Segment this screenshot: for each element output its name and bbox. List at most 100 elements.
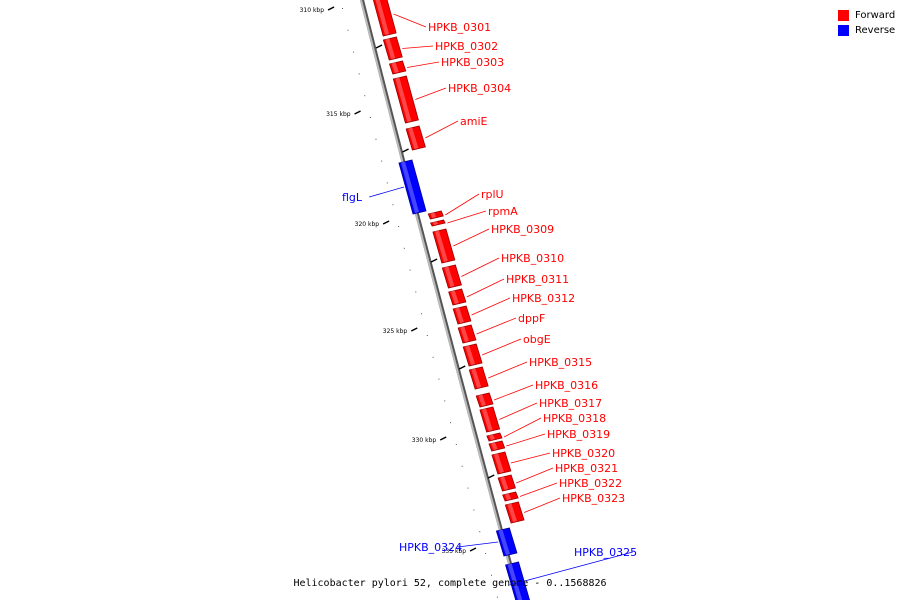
gene-obgE[interactable] [462, 343, 483, 367]
gene-label[interactable]: HPKB_0321 [555, 462, 618, 475]
minor-tick [491, 574, 493, 576]
gene-label[interactable]: HPKB_0317 [539, 397, 602, 410]
gene-label[interactable]: dppF [518, 312, 545, 325]
reverse-swatch [838, 25, 849, 36]
minor-tick [496, 596, 498, 598]
gene-leader-line [402, 45, 434, 49]
gene-leader-line [506, 433, 546, 447]
gene-label[interactable]: HPKB_0301 [428, 21, 491, 34]
gene-body[interactable] [486, 432, 503, 442]
gene-HPKB_0317[interactable] [479, 406, 501, 433]
gene-leader-line [457, 541, 499, 548]
gene-label[interactable]: HPKB_0320 [552, 447, 615, 460]
gene-HPKB_0322[interactable] [502, 491, 519, 502]
gene-highlight [375, 0, 390, 35]
minor-tick [398, 226, 400, 227]
gene-HPKB_0312[interactable] [452, 305, 472, 325]
gene-leader-line [509, 551, 633, 586]
gene-leader-line [510, 452, 551, 464]
gene-label[interactable]: HPKB_0310 [501, 252, 564, 265]
gene-label[interactable]: HPKB_0325 [574, 546, 637, 559]
gene-label[interactable]: obgE [523, 333, 551, 346]
gene-highlight [460, 326, 469, 342]
gene-label[interactable]: HPKB_0318 [543, 412, 606, 425]
major-tick [327, 6, 335, 11]
gene-body[interactable] [429, 219, 446, 227]
gene-label[interactable]: HPKB_0319 [547, 428, 610, 441]
gene-leader-line [519, 482, 558, 497]
gene-flgL[interactable] [398, 159, 427, 215]
gene-highlight [507, 563, 523, 600]
tick-label: 330 kbp [412, 437, 437, 444]
gene-highlight [430, 212, 437, 218]
tick-label: 315 kbp [326, 111, 351, 118]
gene-label[interactable]: HPKB_0312 [512, 292, 575, 305]
gene-body[interactable] [427, 210, 444, 220]
gene-leader-line [466, 278, 505, 298]
gene-label[interactable]: rplU [481, 188, 504, 201]
gene-HPKB_0324[interactable] [495, 527, 518, 557]
gene-highlight [507, 503, 518, 522]
gene-label[interactable]: flgL [342, 191, 363, 204]
gene-highlight [471, 368, 482, 388]
gene-label[interactable]: HPKB_0309 [491, 223, 554, 236]
gene-HPKB_0319[interactable] [488, 440, 506, 452]
backbone-line [359, 0, 520, 600]
minor-tick [455, 444, 457, 445]
gene-highlight [432, 221, 439, 225]
gene-leader-line [393, 13, 427, 28]
tick-label: 335 kbp [442, 548, 467, 555]
gene-highlight [400, 161, 420, 213]
gene-dppF[interactable] [457, 324, 477, 344]
gene-label[interactable]: HPKB_0316 [535, 379, 598, 392]
gene-HPKB_0304[interactable] [392, 75, 419, 124]
gene-label[interactable]: amiE [460, 115, 488, 128]
gene-HPKB_0301[interactable] [372, 0, 397, 37]
gene-label[interactable]: HPKB_0323 [562, 492, 625, 505]
gene-HPKB_0302[interactable] [382, 36, 403, 61]
gene-HPKB_0310[interactable] [441, 264, 462, 289]
gene-HPKB_0318[interactable] [486, 432, 503, 442]
gene-features [372, 0, 531, 600]
gene-HPKB_0325[interactable] [505, 561, 531, 600]
gene-label[interactable]: HPKB_0324 [399, 541, 462, 554]
gene-highlight [488, 434, 496, 440]
minor-tick [381, 160, 383, 162]
gene-HPKB_0311[interactable] [448, 288, 467, 306]
gene-label[interactable]: HPKB_0303 [441, 56, 504, 69]
gene-amiE[interactable] [405, 125, 426, 151]
minor-tick [467, 487, 469, 489]
gene-leader-line [415, 87, 447, 100]
gene-label[interactable]: HPKB_0315 [529, 356, 592, 369]
minor-tick [403, 247, 405, 249]
gene-rpmA[interactable] [429, 219, 446, 227]
legend-item-forward: Forward [838, 8, 895, 23]
gene-HPKB_0316[interactable] [475, 392, 494, 408]
gene-HPKB_0320[interactable] [491, 451, 512, 475]
gene-HPKB_0321[interactable] [497, 474, 516, 492]
genome-caption: Helicobacter pylori 52, complete genome … [293, 578, 607, 589]
minor-tick [386, 182, 388, 184]
gene-HPKB_0309[interactable] [432, 228, 456, 264]
gene-label[interactable]: HPKB_0311 [506, 273, 569, 286]
major-tick [382, 220, 390, 225]
major-tick-right [487, 474, 495, 479]
gene-highlight [478, 394, 486, 406]
gene-label[interactable]: HPKB_0304 [448, 82, 511, 95]
genome-backbone [359, 0, 522, 600]
minor-tick [369, 117, 371, 118]
gene-HPKB_0323[interactable] [504, 501, 525, 524]
major-tick-right [375, 44, 383, 49]
legend-label-reverse: Reverse [855, 25, 896, 36]
gene-label[interactable]: HPKB_0322 [559, 477, 622, 490]
gene-body[interactable] [502, 491, 519, 502]
tick-label: 325 kbp [383, 328, 408, 335]
gene-body[interactable] [488, 440, 506, 452]
gene-HPKB_0315[interactable] [468, 366, 489, 390]
gene-label[interactable]: rpmA [488, 205, 518, 218]
gene-leader-line [481, 338, 522, 356]
gene-rplU[interactable] [427, 210, 444, 220]
minor-tick [347, 29, 349, 31]
gene-HPKB_0303[interactable] [388, 60, 407, 75]
gene-label[interactable]: HPKB_0302 [435, 40, 498, 53]
